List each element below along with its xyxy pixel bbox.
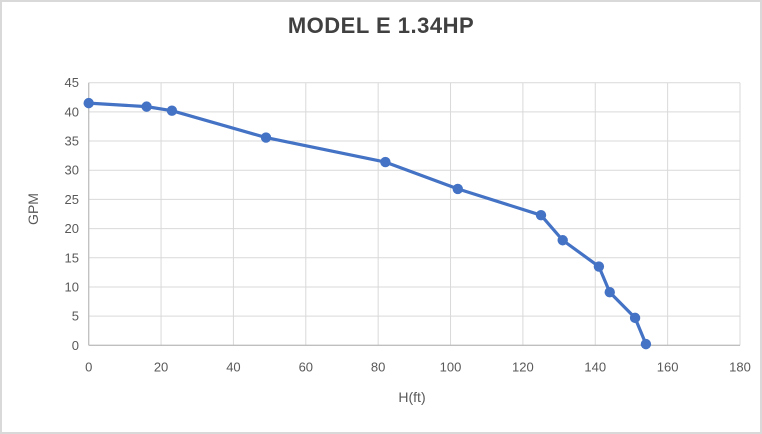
data-point-marker	[141, 101, 152, 112]
x-axis-title: H(ft)	[398, 389, 426, 405]
data-point-marker	[535, 209, 547, 221]
chart-title: MODEL E 1.34HP	[287, 13, 475, 38]
data-point-marker	[166, 105, 178, 116]
y-tick-label: 20	[65, 221, 79, 236]
y-tick-label: 40	[65, 104, 79, 119]
y-tick-label: 0	[72, 338, 79, 353]
x-tick-label: 40	[226, 360, 240, 375]
data-point-marker	[380, 156, 391, 168]
x-tick-label: 160	[657, 360, 679, 375]
y-tick-label: 30	[65, 163, 79, 178]
series-line	[87, 101, 648, 346]
x-tick-label: 20	[154, 360, 168, 375]
data-point-marker	[557, 235, 568, 246]
x-tick-label: 0	[85, 360, 92, 375]
data-point-marker	[640, 338, 652, 350]
data-point-marker	[260, 132, 272, 143]
data-point-marker	[83, 97, 94, 109]
x-tick-label: 80	[371, 360, 385, 375]
data-point-marker	[593, 261, 605, 272]
y-tick-label: 15	[65, 250, 79, 265]
data-point-marker	[452, 183, 463, 195]
y-tick-label: 10	[65, 279, 79, 294]
x-tick-label: 140	[584, 360, 606, 375]
data-point-marker	[604, 286, 615, 298]
x-tick-label: 60	[299, 360, 313, 375]
data-point-marker	[629, 312, 641, 324]
y-tick-label: 45	[65, 75, 79, 90]
x-tick-label: 120	[512, 360, 534, 375]
y-tick-label: 25	[65, 192, 79, 207]
y-tick-label: 35	[65, 134, 79, 149]
x-tick-label: 180	[729, 360, 751, 375]
x-tick-label: 100	[440, 360, 462, 375]
y-tick-label: 5	[72, 309, 79, 324]
